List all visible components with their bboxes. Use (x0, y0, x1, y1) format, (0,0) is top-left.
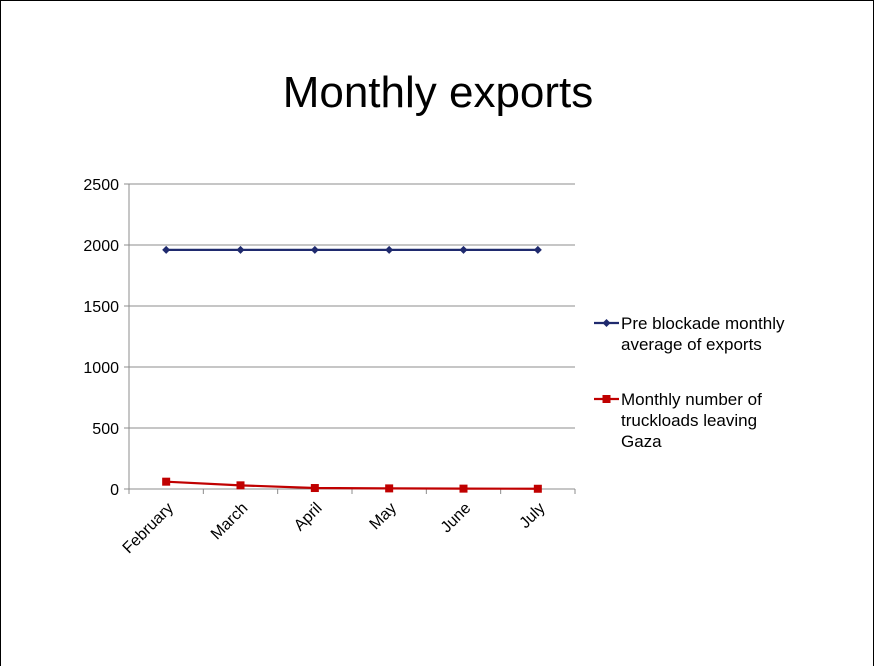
x-tick-label: March (208, 500, 251, 543)
axes (124, 183, 576, 494)
series-line-2 (166, 480, 538, 490)
y-tick-label: 500 (92, 421, 119, 438)
x-tick-label: June (438, 500, 475, 537)
data-point-series-1 (385, 245, 394, 254)
data-point-series-2 (162, 477, 171, 486)
y-tick-label: 2000 (83, 238, 119, 255)
data-point-series-2 (533, 484, 542, 493)
legend-label: Pre blockade monthly (621, 314, 785, 333)
legend: Pre blockade monthly average of exports Mo… (594, 314, 785, 451)
y-tick-label: 1500 (83, 299, 119, 316)
legend-label: Gaza (621, 432, 662, 451)
x-tick-label: July (517, 500, 549, 532)
data-point-series-2 (459, 484, 468, 493)
data-point-series-1 (162, 245, 171, 254)
gridlines (129, 183, 575, 429)
series-lines (162, 245, 542, 493)
legend-label: Monthly number of (621, 390, 762, 409)
y-tick-label: 1000 (83, 360, 119, 377)
x-tick-label: April (291, 500, 326, 535)
y-tick-labels: 0 500 1000 1500 2000 2500 (83, 177, 119, 499)
data-point-series-1 (459, 245, 468, 254)
data-point-series-2 (310, 484, 319, 493)
data-point-series-1 (310, 245, 319, 254)
data-point-series-1 (236, 245, 245, 254)
x-tick-label: February (120, 500, 177, 557)
data-point-series-2 (236, 481, 245, 490)
data-point-series-1 (533, 245, 542, 254)
legend-label: average of exports (621, 335, 762, 354)
data-point-series-2 (385, 484, 394, 493)
x-tick-label: May (367, 500, 400, 533)
y-tick-label: 0 (110, 482, 119, 499)
legend-marker-1 (602, 319, 611, 327)
slide-title: Monthly exports (282, 68, 594, 117)
legend-label: truckloads leaving (621, 411, 757, 430)
y-tick-label: 2500 (83, 177, 119, 194)
x-tick-labels: February March April May June July (120, 500, 549, 557)
legend-marker-2 (602, 395, 611, 403)
